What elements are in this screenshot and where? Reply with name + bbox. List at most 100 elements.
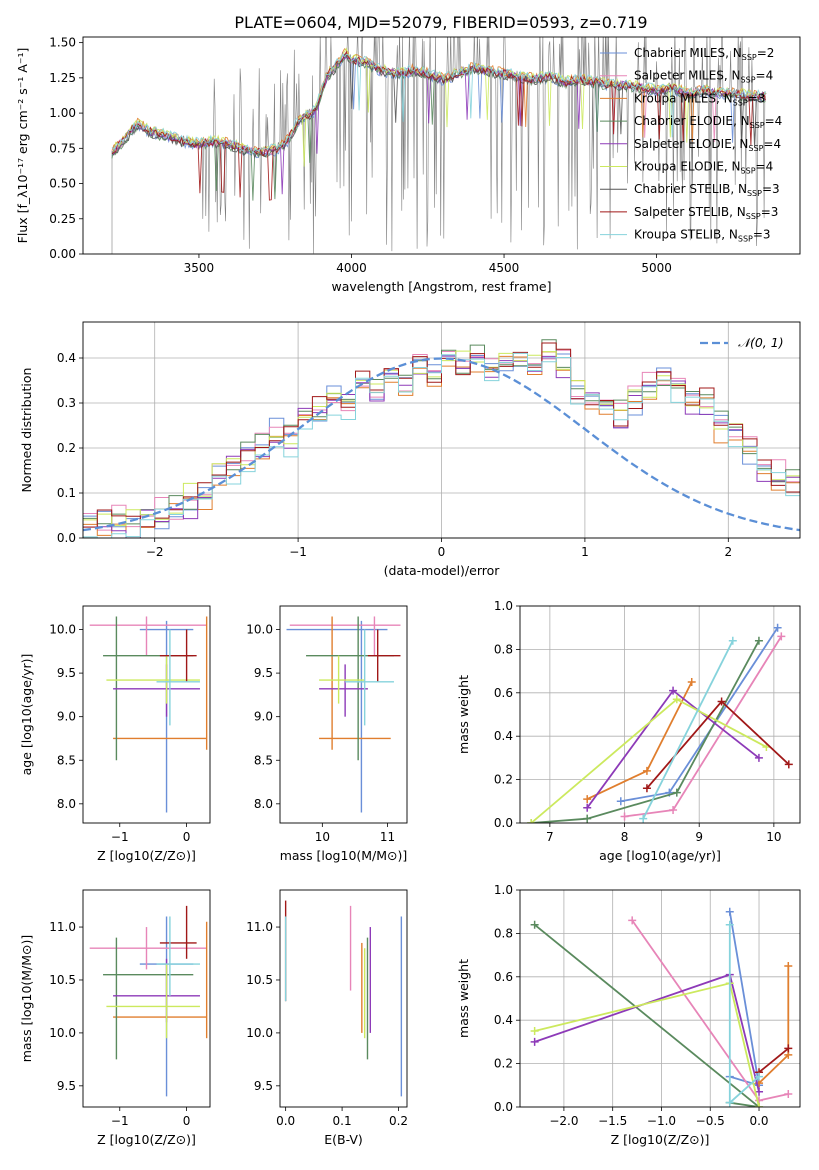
spectrum-legend: Chabrier MILES, NSSP=2 Salpeter MILES, NS… bbox=[600, 46, 782, 244]
plus-marker bbox=[755, 1072, 764, 1081]
errorbar-point bbox=[286, 620, 388, 813]
plus-marker bbox=[784, 1089, 793, 1098]
plot-area-age-mass bbox=[286, 616, 401, 813]
plus-marker bbox=[642, 784, 651, 793]
y-tick-label: 1.0 bbox=[494, 599, 513, 613]
y-axis-label: mass [log10(M/M⊙)] bbox=[19, 935, 34, 1063]
x-tick-label: 0 bbox=[183, 830, 191, 844]
errorbar-point bbox=[345, 629, 394, 726]
errorbar-point bbox=[89, 616, 207, 656]
plus-marker bbox=[725, 907, 734, 916]
histogram-step-4 bbox=[83, 355, 800, 538]
y-axis-label: Flux [f_λ10⁻¹⁷ erg cm⁻² s⁻¹ A⁻¹] bbox=[15, 48, 30, 244]
mass-weight-series bbox=[534, 924, 761, 1107]
y-tick-label: 0.6 bbox=[494, 970, 513, 984]
x-tick-label: 0.1 bbox=[333, 1114, 352, 1128]
histogram-step-0 bbox=[83, 353, 800, 530]
x-axis-label: Z [log10(Z/Z⊙)] bbox=[611, 1132, 710, 1147]
errorbar-point bbox=[113, 958, 200, 1023]
errorbar-point bbox=[113, 921, 208, 1039]
y-tick-label: 0.3 bbox=[57, 396, 76, 410]
plus-marker bbox=[583, 814, 592, 823]
axes-age-mass: 10 11 8.0 8.5 9.0 9.5 10.0 mass [log10(M/M⊙)] bbox=[246, 605, 408, 863]
x-tick-label: 9 bbox=[695, 830, 703, 844]
y-tick-label: 9.5 bbox=[57, 1079, 76, 1093]
histogram-step-1 bbox=[83, 349, 800, 531]
y-tick-label: 1.50 bbox=[49, 36, 76, 50]
x-axis-label: (data-model)/error bbox=[384, 563, 501, 578]
y-tick-label: 0.0 bbox=[494, 816, 513, 830]
axes-mw-z: −2.0 −1.5 −1.0 −0.5 0.0 0.0 0.2 0.4 0.6 0.8 1.0 Z [… bbox=[456, 883, 801, 1147]
errorbar-point bbox=[106, 964, 200, 1039]
x-axis-label: E(B-V) bbox=[324, 1132, 363, 1147]
x-tick-label: 5000 bbox=[641, 261, 672, 275]
x-tick-label: 7 bbox=[546, 830, 554, 844]
x-axis-label: age [log10(age/yr)] bbox=[599, 848, 721, 863]
plus-marker bbox=[725, 1098, 734, 1107]
plus-marker bbox=[530, 1037, 539, 1046]
y-tick-label: 10.0 bbox=[246, 1026, 273, 1040]
plus-marker bbox=[687, 677, 696, 686]
y-axis-label: mass weight bbox=[456, 959, 471, 1038]
errorbar-point bbox=[89, 927, 207, 970]
model-line-8 bbox=[111, 53, 766, 155]
y-tick-label: 9.0 bbox=[57, 710, 76, 724]
axes-frame bbox=[519, 605, 801, 824]
y-tick-label: 0.4 bbox=[494, 1013, 513, 1027]
plus-marker bbox=[784, 961, 793, 970]
plus-marker bbox=[583, 795, 592, 804]
y-tick-label: 0.00 bbox=[49, 247, 76, 261]
x-tick-label: −1.5 bbox=[598, 1114, 627, 1128]
y-tick-label: 9.0 bbox=[254, 710, 273, 724]
x-tick-label: 4000 bbox=[336, 261, 367, 275]
axes-frame bbox=[82, 321, 801, 539]
plus-marker bbox=[530, 1027, 539, 1036]
x-axis-label: Z [log10(Z/Z⊙)] bbox=[97, 1132, 196, 1147]
histogram-step-5 bbox=[83, 350, 800, 527]
y-tick-label: 1.0 bbox=[494, 883, 513, 897]
y-tick-label: 11.0 bbox=[246, 920, 273, 934]
y-tick-label: 10.0 bbox=[49, 1026, 76, 1040]
axes-spectrum: 3500 4000 4500 5000 0.00 0.25 0.50 0.75 1.00 1.25… bbox=[15, 36, 801, 294]
errorbar-point bbox=[289, 616, 401, 656]
plot-area-mw-z bbox=[530, 907, 793, 1107]
mass-weight-series bbox=[531, 640, 760, 823]
x-tick-label: −2 bbox=[146, 545, 164, 559]
y-tick-label: 8.0 bbox=[57, 797, 76, 811]
plot-area-age-z bbox=[89, 616, 208, 813]
y-tick-label: 11.0 bbox=[49, 920, 76, 934]
x-tick-label: 0 bbox=[438, 545, 446, 559]
y-tick-label: 10.5 bbox=[49, 973, 76, 987]
errorbar-point bbox=[113, 616, 208, 750]
axes-age-z: −1 0 8.0 8.5 9.0 9.5 10.0 Z [log10(Z/Z⊙)] age [l… bbox=[19, 605, 211, 863]
y-tick-label: 1.25 bbox=[49, 71, 76, 85]
y-tick-label: 0.6 bbox=[494, 686, 513, 700]
plus-marker bbox=[725, 920, 734, 929]
plus-marker bbox=[777, 632, 786, 641]
legend-entry: Kroupa STELIB, NSSP=3 bbox=[634, 228, 771, 244]
y-axis-label: Normed distribution bbox=[19, 368, 34, 493]
plot-area-mw-age bbox=[527, 623, 793, 823]
plus-marker bbox=[773, 623, 782, 632]
y-tick-label: 0.25 bbox=[49, 212, 76, 226]
x-tick-label: 4500 bbox=[489, 261, 520, 275]
x-tick-label: −0.5 bbox=[696, 1114, 725, 1128]
axes-mass-z: −1 0 9.5 10.0 10.5 11.0 Z [log10(Z/Z⊙)] mass [l… bbox=[19, 889, 211, 1147]
y-tick-label: 10.0 bbox=[49, 623, 76, 637]
plot-area-mass-ebv bbox=[284, 900, 403, 1097]
plus-marker bbox=[717, 697, 726, 706]
y-tick-label: 8.5 bbox=[254, 753, 273, 767]
y-tick-label: 0.75 bbox=[49, 141, 76, 155]
x-tick-label: −2.0 bbox=[549, 1114, 578, 1128]
axes-mass-ebv: 0.0 0.1 0.2 9.5 10.0 10.5 11.0 E(B-V) bbox=[246, 889, 408, 1147]
legend-entry: 𝒩(0, 1) bbox=[738, 335, 784, 350]
x-tick-label: 10 bbox=[766, 830, 781, 844]
errorbar-point bbox=[156, 916, 200, 996]
plus-marker bbox=[672, 788, 681, 797]
plus-marker bbox=[672, 695, 681, 704]
x-tick-label: 0 bbox=[183, 1114, 191, 1128]
plus-marker bbox=[784, 1044, 793, 1053]
y-axis-label: mass weight bbox=[456, 675, 471, 754]
errorbar-point bbox=[156, 629, 200, 726]
